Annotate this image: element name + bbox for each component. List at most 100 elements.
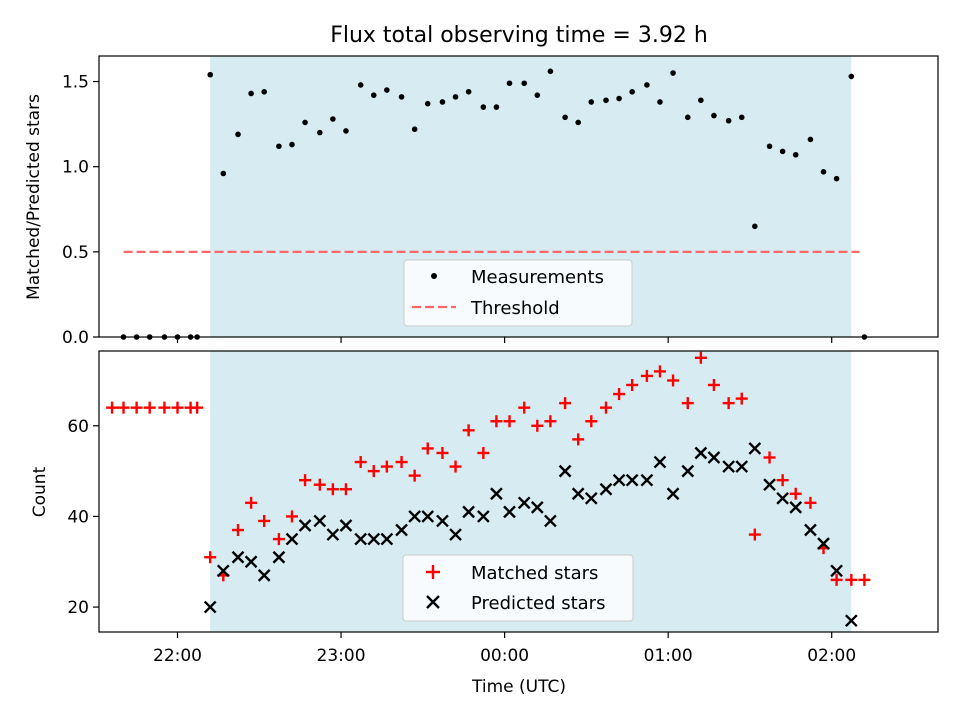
measurement-point bbox=[261, 88, 267, 95]
measurement-points bbox=[120, 68, 868, 340]
matched-star-point bbox=[285, 510, 298, 523]
matched-star-point bbox=[367, 465, 380, 478]
predicted-star-point bbox=[339, 519, 353, 532]
matched-star-point bbox=[130, 401, 143, 414]
predicted-star-point bbox=[748, 442, 762, 455]
matched-star-point bbox=[776, 474, 789, 487]
matched-star-point bbox=[313, 478, 326, 491]
bottom-legend: Matched stars Predicted stars bbox=[402, 554, 634, 622]
predicted-star-point bbox=[462, 505, 475, 519]
predicted-star-point bbox=[666, 487, 680, 501]
matched-star-point bbox=[191, 401, 204, 414]
predicted-star-point bbox=[326, 528, 340, 541]
predicted-star-point bbox=[449, 528, 462, 541]
predicted-star-point bbox=[203, 600, 217, 614]
measurement-point bbox=[698, 97, 704, 104]
matched-star-point bbox=[245, 496, 258, 509]
matched-star-point bbox=[694, 351, 707, 364]
predicted-star-point bbox=[436, 514, 449, 528]
measurement-point bbox=[330, 116, 336, 122]
matched-star-point bbox=[272, 533, 285, 546]
measurement-point bbox=[370, 92, 377, 98]
chart-title: Flux total observing time = 3.92 h bbox=[330, 23, 708, 48]
predicted-star-point bbox=[476, 510, 490, 523]
matched-star-point bbox=[477, 446, 490, 459]
predicted-star-point bbox=[584, 491, 598, 505]
measurement-point bbox=[248, 90, 254, 97]
measurement-point bbox=[588, 99, 595, 105]
matched-star-point bbox=[789, 487, 802, 500]
matched-star-point bbox=[559, 397, 572, 410]
predicted-star-point bbox=[272, 550, 286, 564]
measurement-point bbox=[465, 88, 472, 95]
matched-star-point bbox=[436, 446, 449, 459]
measurement-point bbox=[547, 68, 554, 75]
predicted-star-point bbox=[367, 532, 381, 546]
predicted-star-point bbox=[694, 446, 708, 460]
predicted-star-point bbox=[421, 510, 435, 523]
matched-star-point bbox=[585, 415, 598, 428]
measurement-point bbox=[711, 112, 717, 119]
matched-star-point bbox=[339, 483, 352, 496]
matched-star-point bbox=[544, 415, 557, 428]
predicted-star-point bbox=[571, 487, 585, 501]
predicted-star-point bbox=[354, 532, 368, 546]
x-tick-label: 01:00 bbox=[644, 646, 693, 666]
predicted-star-point bbox=[517, 496, 531, 510]
matched-star-point bbox=[667, 374, 680, 387]
predicted-star-point bbox=[503, 505, 516, 519]
bottom-axes-frame bbox=[98, 350, 939, 633]
measurement-point bbox=[220, 170, 227, 177]
predicted-star-point bbox=[530, 501, 544, 514]
measurement-point bbox=[207, 71, 214, 78]
measurement-point bbox=[657, 99, 663, 105]
measurement-point bbox=[766, 143, 773, 150]
legend-predicted-label: Predicted stars bbox=[471, 593, 605, 614]
matched-star-point bbox=[299, 474, 312, 487]
matched-star-point bbox=[380, 460, 393, 473]
matched-star-point bbox=[326, 483, 339, 496]
matched-star-point bbox=[613, 388, 626, 401]
matched-star-point bbox=[845, 573, 858, 586]
bottom-panel: 20 40 60 22:00 23:00 00:00 01:00 02:00 Count T… bbox=[30, 350, 939, 697]
measurement-point bbox=[384, 87, 390, 93]
y-tick-label: 60 bbox=[67, 417, 89, 437]
matched-star-point bbox=[171, 401, 184, 414]
matched-star-point bbox=[408, 469, 421, 482]
predicted-star-point bbox=[490, 487, 503, 501]
legend-matched-label: Matched stars bbox=[471, 563, 598, 584]
measurement-point bbox=[833, 175, 840, 182]
matched-star-point bbox=[117, 401, 130, 414]
matched-star-point bbox=[626, 378, 639, 391]
measurement-point bbox=[792, 151, 799, 158]
legend-predicted-marker bbox=[426, 595, 440, 609]
measurement-point bbox=[807, 136, 814, 143]
matched-star-point bbox=[204, 551, 217, 564]
predicted-star-point bbox=[830, 564, 843, 578]
matched-star-point bbox=[449, 460, 462, 473]
measurement-point bbox=[316, 129, 323, 136]
measurement-point bbox=[779, 148, 786, 155]
bottom-x-ticks: 22:00 23:00 00:00 01:00 02:00 bbox=[153, 632, 856, 666]
predicted-star-point bbox=[395, 523, 408, 537]
measurement-point bbox=[276, 143, 282, 150]
count-points bbox=[106, 351, 871, 628]
measurement-point bbox=[534, 92, 541, 98]
matched-star-point bbox=[232, 524, 245, 537]
legend-measurement-marker bbox=[431, 273, 437, 279]
predicted-star-point bbox=[285, 532, 299, 546]
predicted-star-point bbox=[804, 523, 817, 537]
measurement-point bbox=[235, 131, 241, 138]
predicted-star-point bbox=[707, 451, 721, 464]
predicted-star-point bbox=[625, 473, 639, 487]
matched-star-point bbox=[421, 442, 434, 455]
y-tick-label: 20 bbox=[67, 598, 89, 618]
measurement-point bbox=[398, 94, 405, 100]
predicted-star-point bbox=[558, 464, 572, 478]
matched-star-point bbox=[830, 573, 843, 586]
measurement-point bbox=[670, 70, 676, 76]
matched-star-point bbox=[503, 415, 516, 428]
predicted-star-point bbox=[763, 478, 776, 492]
matched-star-point bbox=[158, 401, 171, 414]
measurement-point bbox=[848, 73, 855, 80]
